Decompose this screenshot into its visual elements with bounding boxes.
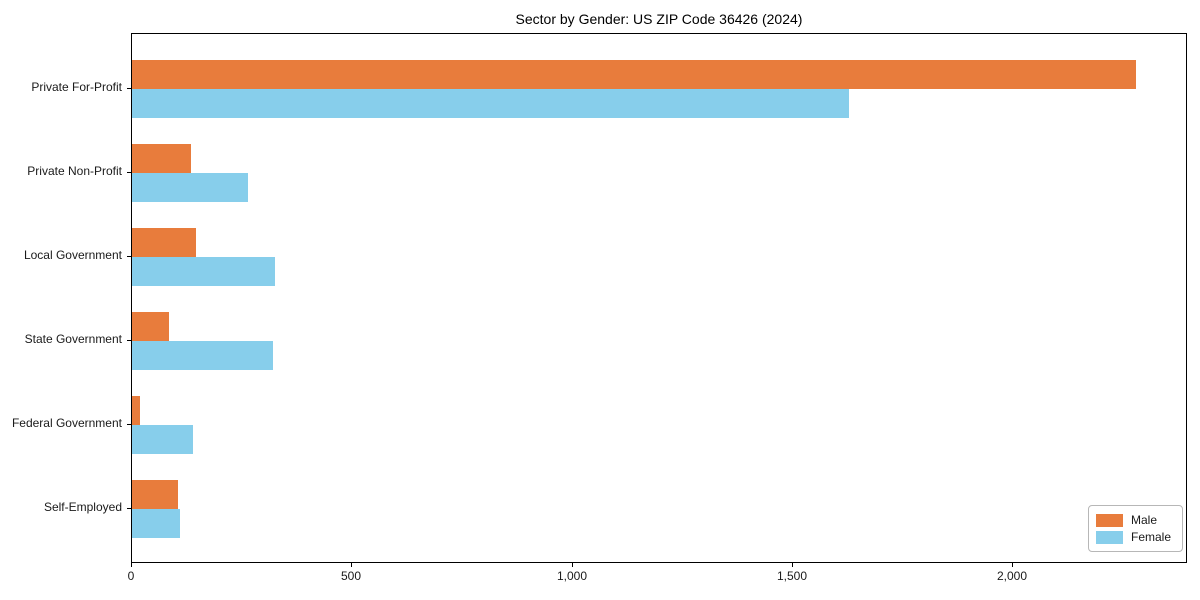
y-tick-mark: [127, 88, 131, 89]
y-tick-label: Self-Employed: [43, 500, 122, 514]
x-tick-mark: [131, 563, 132, 567]
y-tick-label: State Government: [24, 332, 122, 346]
x-tick-label: 2,000: [996, 569, 1028, 583]
x-tick-label: 0: [127, 569, 135, 583]
bar-male-5: [132, 396, 140, 425]
y-tick-mark: [127, 172, 131, 173]
bar-female-1: [132, 89, 849, 118]
bar-female-6: [132, 509, 180, 538]
legend-label-female: Female: [1131, 529, 1172, 544]
y-tick-label: Local Government: [23, 248, 122, 262]
y-tick-mark: [127, 508, 131, 509]
bar-female-3: [132, 257, 275, 286]
x-tick-label: 500: [340, 569, 362, 583]
legend-swatch-male: [1096, 513, 1123, 527]
y-tick-label: Private For-Profit: [31, 80, 122, 94]
y-tick-mark: [127, 256, 131, 257]
chart-title: Sector by Gender: US ZIP Code 36426 (202…: [515, 11, 803, 27]
x-tick-mark: [351, 563, 352, 567]
bar-female-5: [132, 425, 193, 454]
x-tick-mark: [792, 563, 793, 567]
bar-male-3: [132, 228, 196, 257]
legend-row-female: Female: [1096, 529, 1175, 544]
y-tick-mark: [127, 340, 131, 341]
y-tick-label: Federal Government: [11, 416, 122, 430]
x-tick-mark: [572, 563, 573, 567]
bar-male-1: [132, 60, 1136, 89]
legend-swatch-female: [1096, 530, 1123, 544]
y-tick-mark: [127, 424, 131, 425]
legend-row-male: Male: [1096, 512, 1175, 527]
legend-label-male: Male: [1131, 512, 1158, 527]
y-tick-label: Private Non-Profit: [27, 164, 122, 178]
x-tick-mark: [1012, 563, 1013, 567]
bar-male-2: [132, 144, 191, 173]
x-tick-label: 1,000: [556, 569, 588, 583]
bar-female-2: [132, 173, 248, 202]
x-tick-label: 1,500: [776, 569, 808, 583]
bar-male-6: [132, 480, 178, 509]
legend: Male Female: [1088, 505, 1183, 552]
bar-male-4: [132, 312, 169, 341]
bar-female-4: [132, 341, 273, 370]
plot-area: [131, 33, 1187, 563]
